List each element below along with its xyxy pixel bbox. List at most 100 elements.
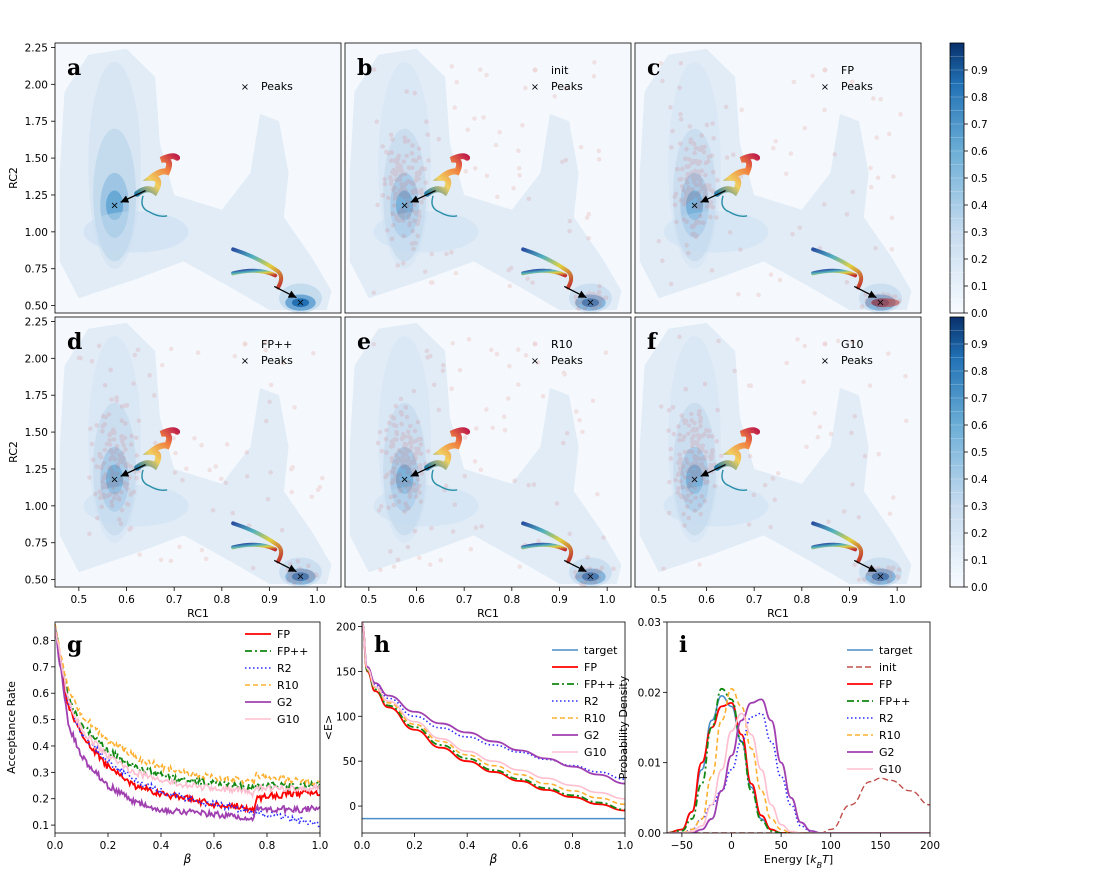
sample-point [515,347,521,352]
sample-point [453,270,459,276]
sample-point [109,397,114,402]
hairpin-structure [521,247,574,290]
sample-point [101,475,106,481]
x-tick-label: 0.6 [206,840,223,852]
sample-point [699,145,705,151]
x-tick-label: 0.8 [793,594,810,606]
sample-point [874,571,879,576]
density-contour [291,572,310,582]
sample-point [870,572,875,578]
legend-label: R10 [551,338,573,351]
sample-point [704,428,709,433]
legend-marker [822,67,828,73]
sample-point [696,412,702,417]
sample-point [598,296,604,302]
sample-point [832,152,837,157]
density-layer [349,322,622,587]
x-axis-label-k: k [810,853,817,866]
sample-point [708,456,714,462]
sample-point [411,246,416,252]
sample-point [586,572,592,577]
sample-point [684,460,690,466]
sample-point [693,173,699,179]
sample-point [690,187,695,192]
sample-point [685,487,691,492]
sample-point [675,166,680,172]
sample-point [704,122,710,128]
sample-point [418,451,424,457]
panel-f: × × f G10 × Peaks 0.5 0.6 0.7 0.8 0.9 1.0 RC1 [634,316,922,620]
sample-point [124,463,129,469]
sample-point [687,191,693,197]
sample-point [701,149,707,155]
colorbar-tick-label: 0.9 [971,339,988,351]
sample-point [441,362,446,368]
sample-point [686,194,692,199]
sample-point [116,496,122,501]
panel-label: b [357,55,372,81]
sample-point [385,228,390,233]
sample-point [886,573,892,579]
density-region [349,48,622,311]
sample-point [517,173,522,178]
sample-point [828,431,834,437]
sample-point [415,221,420,227]
sample-point [389,181,394,187]
legend-label: R10 [879,729,901,742]
sample-point [689,411,694,417]
sample-point [701,476,706,481]
sample-point [523,85,528,91]
sample-point [593,294,598,299]
sample-point [407,494,413,499]
sample-point [400,218,406,223]
sample-point [883,293,888,299]
legend-label: FP [584,661,597,674]
sample-point [681,217,687,222]
sample-point [688,139,693,145]
sample-point [88,426,93,432]
sample-point [404,504,410,509]
series-line-G10 [667,712,930,833]
sample-point [703,467,709,473]
sample-point [403,484,409,490]
sample-point [398,480,404,485]
helix-tail [141,469,168,491]
sample-point [424,119,429,124]
sample-point [427,353,433,359]
sample-point [462,435,468,440]
panel-frame [54,621,321,834]
sample-point [393,423,399,429]
sample-point [404,447,409,453]
sample-point [413,240,418,246]
colorbar-tick-label: 0.9 [971,65,988,77]
sample-point [400,463,406,468]
legend: init × Peaks [531,64,583,93]
density-region [349,322,622,585]
sample-point [210,507,216,513]
sample-point [525,276,530,281]
sample-point [391,502,397,508]
sample-point [291,571,297,576]
sample-point [400,432,406,437]
sample-point [523,353,529,358]
legend-marker: × [241,356,249,367]
sample-point [411,439,417,444]
sample-point [705,159,711,164]
sample-point [87,531,92,537]
sample-point [690,462,695,468]
sample-point [391,185,396,191]
sample-point [670,404,676,410]
sample-point [586,298,592,303]
x-axis-label: β [489,852,498,866]
sample-point [589,295,594,301]
sample-point [108,456,113,462]
sample-point [404,414,410,420]
sample-point [393,172,398,177]
sample-point [419,187,424,193]
sample-point [594,567,599,573]
sample-point [315,487,321,493]
sample-point [689,418,695,423]
sample-point [90,457,96,462]
legend-label: FP [879,678,892,691]
sample-point [117,477,123,483]
